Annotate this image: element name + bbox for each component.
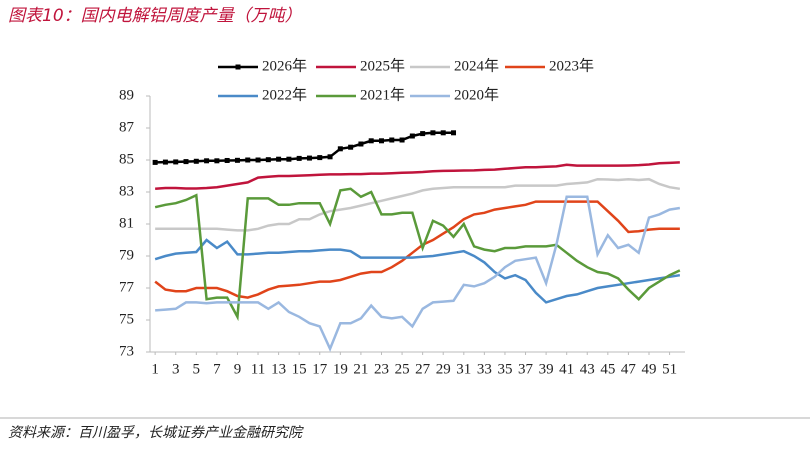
x-tick-label: 35 <box>497 361 512 377</box>
marker <box>389 137 395 143</box>
marker <box>234 157 240 163</box>
series-line <box>154 200 680 299</box>
legend-label: 2026年 <box>262 57 307 74</box>
marker <box>337 146 343 152</box>
x-tick-label: 11 <box>251 361 265 377</box>
marker <box>378 138 384 144</box>
marker <box>173 159 179 165</box>
y-tick-label: 83 <box>119 183 134 199</box>
x-tick-label: 29 <box>436 361 451 377</box>
x-tick-label: 33 <box>477 361 492 377</box>
y-tick-label: 77 <box>119 279 135 295</box>
legend-label: 2022年 <box>262 86 307 103</box>
x-tick-label: 43 <box>580 361 595 377</box>
legend-label: 2023年 <box>549 57 594 74</box>
x-tick-label: 1 <box>151 361 159 377</box>
legend-label: 2020年 <box>454 86 499 103</box>
x-tick-label: 19 <box>333 361 348 377</box>
x-tick-label: 39 <box>539 361 554 377</box>
marker <box>430 130 436 136</box>
marker <box>276 156 282 162</box>
x-tick-label: 9 <box>234 361 242 377</box>
marker <box>451 130 457 136</box>
x-tick-label: 23 <box>374 361 389 377</box>
series-line <box>155 195 681 352</box>
legend-label: 2025年 <box>360 57 405 74</box>
marker <box>152 159 158 165</box>
x-tick-label: 51 <box>662 361 677 377</box>
marker <box>368 138 374 144</box>
marker <box>409 133 415 139</box>
x-tick-label: 41 <box>559 361 574 377</box>
marker <box>358 141 364 147</box>
y-tick-label: 75 <box>119 311 134 327</box>
marker <box>317 155 323 161</box>
x-tick-label: 31 <box>456 361 471 377</box>
marker <box>286 156 292 162</box>
legend-marker <box>235 64 241 70</box>
series-line <box>155 161 680 191</box>
marker <box>399 137 405 143</box>
series-line <box>155 131 454 164</box>
marker <box>245 157 251 163</box>
y-tick-label: 85 <box>119 151 134 167</box>
y-tick-label: 79 <box>119 247 134 263</box>
marker <box>296 155 302 161</box>
marker <box>306 155 312 161</box>
x-tick-label: 21 <box>353 361 368 377</box>
y-tick-label: 73 <box>119 343 134 359</box>
y-tick-label: 89 <box>119 87 134 103</box>
x-tick-label: 5 <box>193 361 201 377</box>
x-tick-label: 13 <box>271 361 286 377</box>
marker <box>255 157 261 163</box>
x-tick-label: 45 <box>600 361 615 377</box>
marker <box>193 158 199 164</box>
x-tick-label: 47 <box>621 361 637 377</box>
marker <box>162 159 168 165</box>
x-tick-label: 17 <box>312 361 328 377</box>
legend-label: 2024年 <box>454 57 499 74</box>
x-tick-label: 15 <box>292 361 307 377</box>
marker <box>183 159 189 165</box>
x-tick-label: 37 <box>518 361 534 377</box>
x-tick-label: 7 <box>213 361 221 377</box>
x-tick-label: 3 <box>172 361 180 377</box>
y-tick-label: 81 <box>119 215 134 231</box>
series-line <box>154 187 681 322</box>
marker <box>348 144 354 150</box>
marker <box>420 131 426 137</box>
marker <box>224 157 230 163</box>
marker <box>327 154 333 160</box>
marker <box>214 158 220 164</box>
chart-title: 图表10：国内电解铝周度产量（万吨） <box>8 6 302 26</box>
marker <box>265 157 271 163</box>
x-tick-label: 27 <box>415 361 431 377</box>
marker <box>440 130 446 136</box>
marker <box>204 158 210 164</box>
y-tick-label: 87 <box>119 119 135 135</box>
series-line <box>155 177 681 232</box>
x-tick-label: 49 <box>641 361 656 377</box>
legend-label: 2021年 <box>360 86 405 103</box>
x-tick-label: 25 <box>395 361 410 377</box>
source: 资料来源：百川盈孚，长城证券产业金融研究院 <box>8 425 304 441</box>
